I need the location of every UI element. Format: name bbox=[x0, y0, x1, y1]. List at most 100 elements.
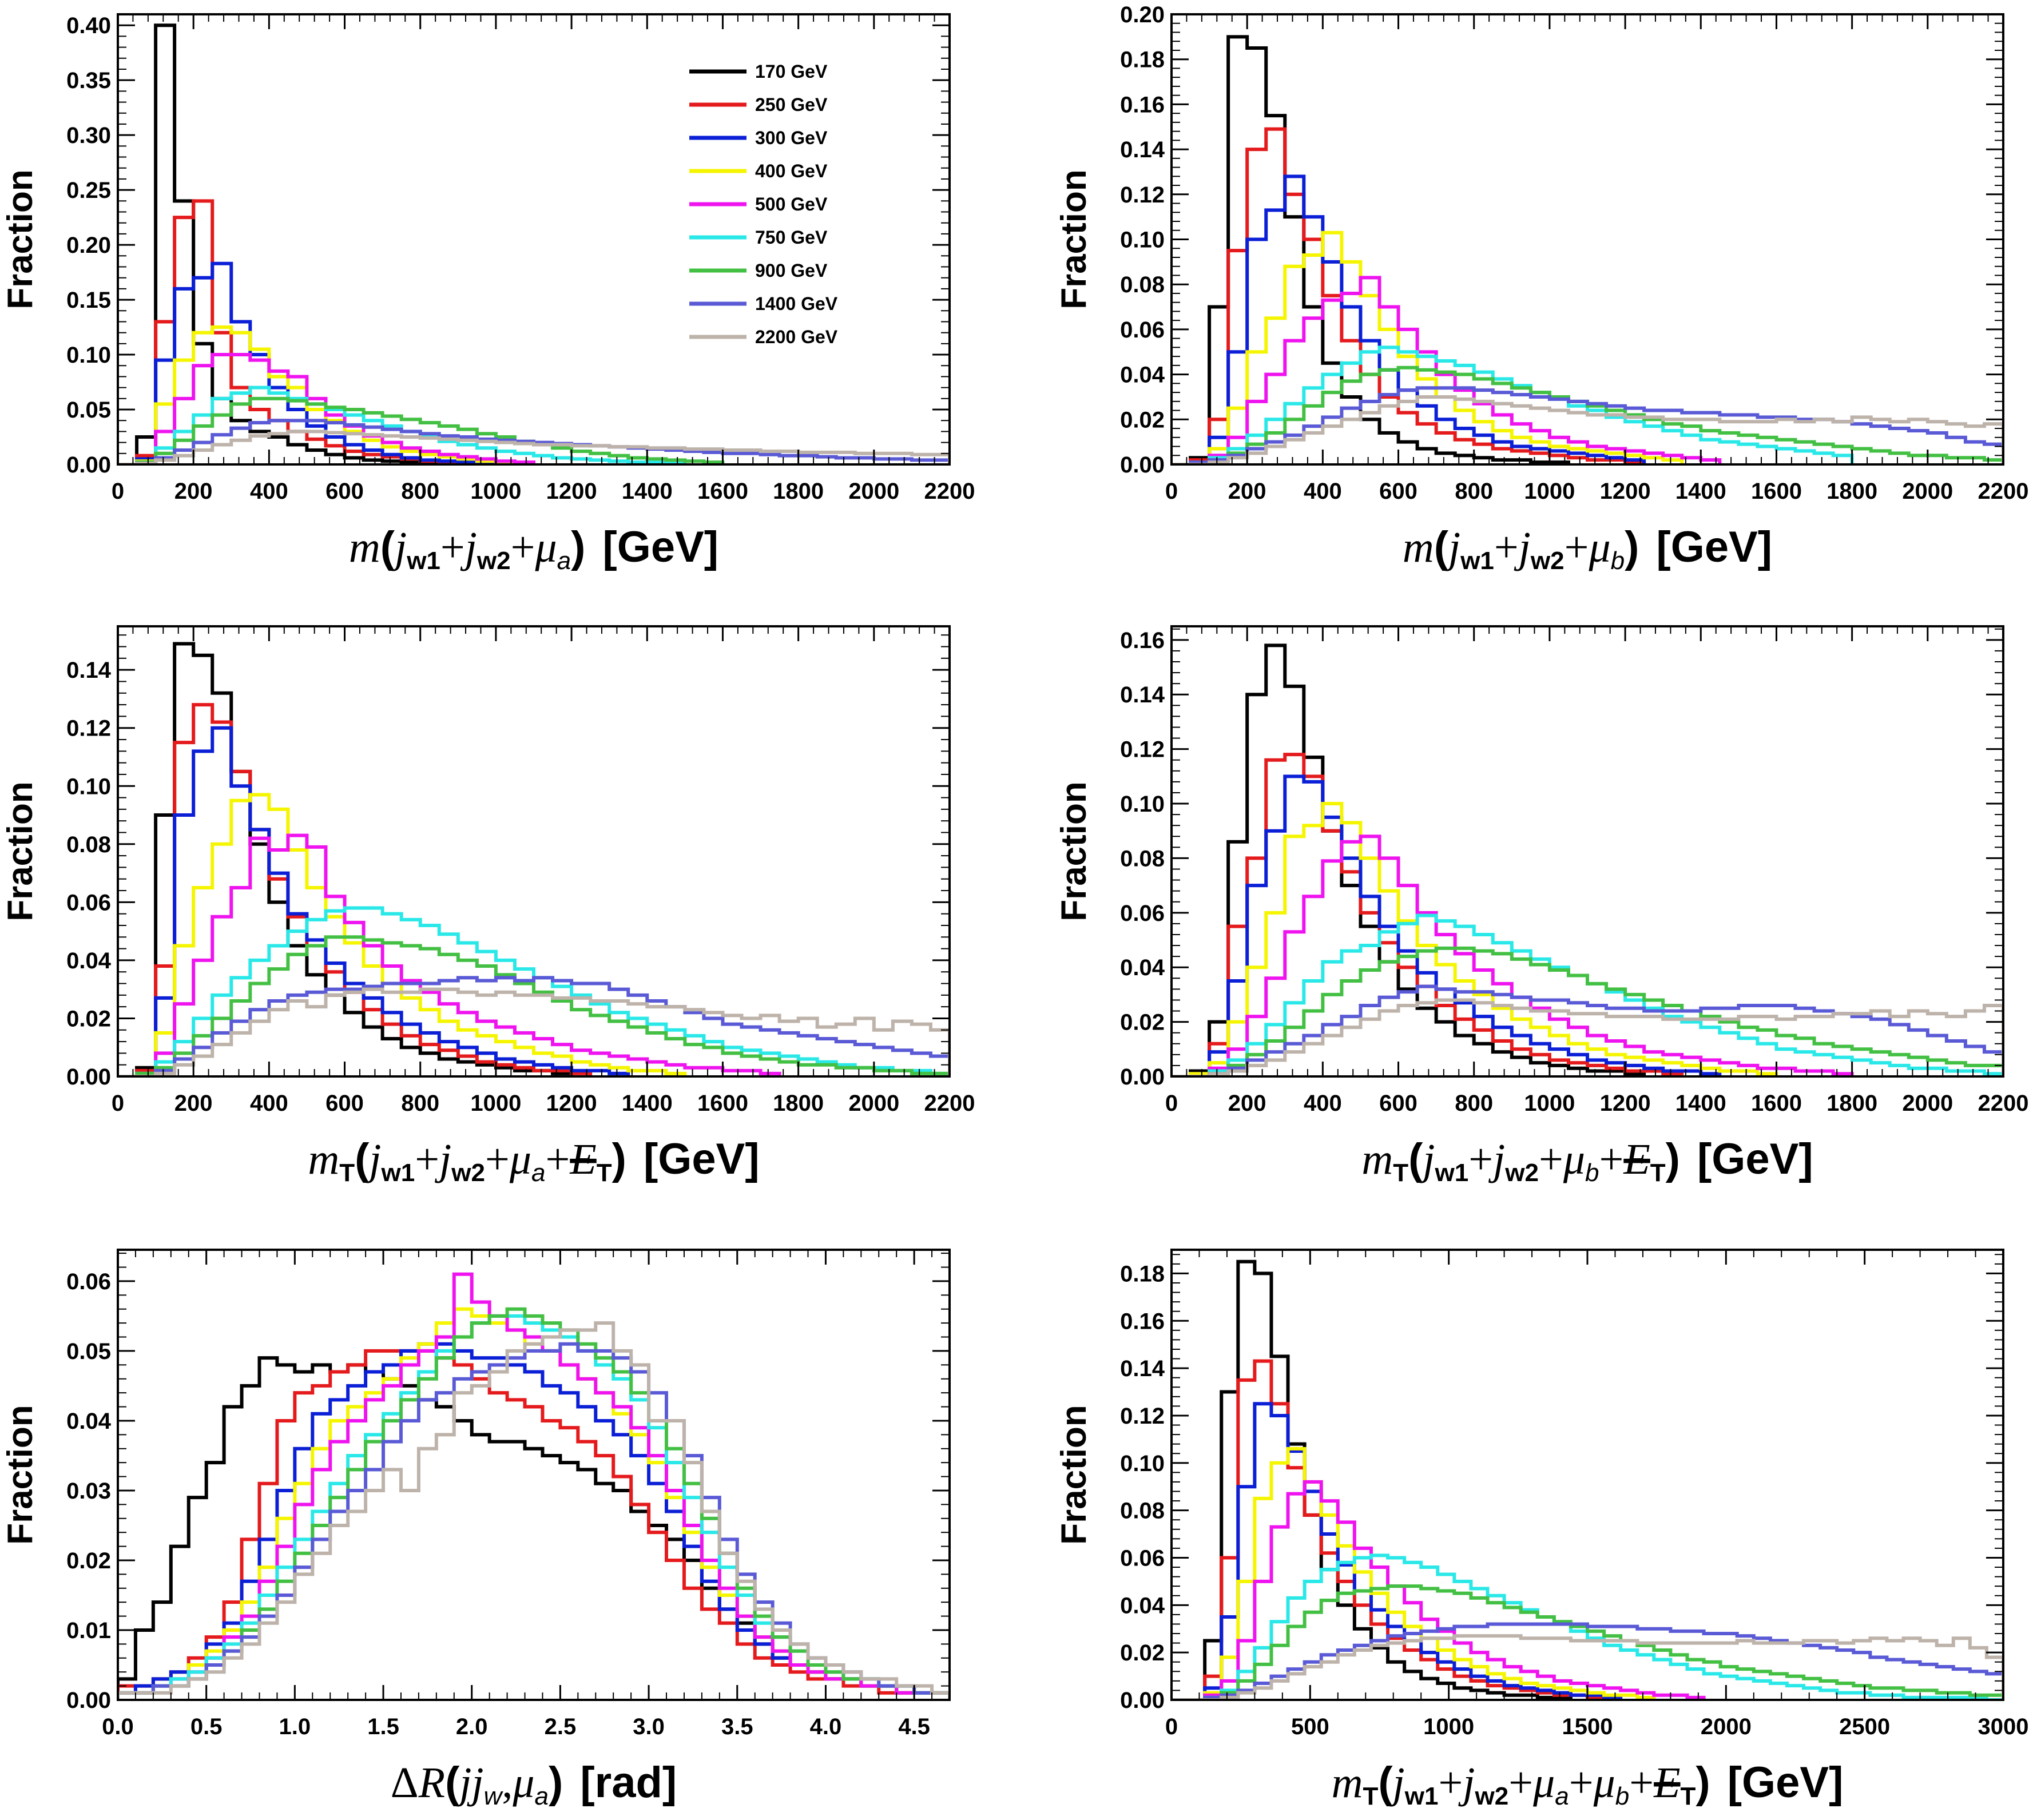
y-tick-label: 0.00 bbox=[66, 452, 111, 478]
x-tick-label: 1400 bbox=[1675, 479, 1726, 504]
y-tick-label: 0.02 bbox=[1120, 407, 1165, 432]
y-tick-label: 0.08 bbox=[1120, 272, 1165, 297]
series-400-gev bbox=[1172, 802, 1778, 1076]
x-tick-label: 0 bbox=[112, 479, 124, 504]
series-1400-gev bbox=[118, 419, 950, 464]
x-tick-label: 1.0 bbox=[279, 1714, 311, 1739]
series-group bbox=[1172, 35, 2003, 464]
plot-frame bbox=[1170, 13, 2004, 466]
y-axis-label: Fraction bbox=[1, 781, 40, 921]
x-tick-label: 600 bbox=[1379, 479, 1417, 504]
series-400-gev bbox=[1172, 1447, 1656, 1700]
y-tick-label: 0.00 bbox=[66, 1064, 111, 1090]
x-tick-label: 1800 bbox=[773, 1091, 824, 1116]
series-250-gev bbox=[1172, 127, 1646, 464]
series-900-gev bbox=[1172, 946, 2003, 1076]
y-tick-label: 0.00 bbox=[1120, 1688, 1165, 1713]
series-300-gev bbox=[118, 726, 630, 1076]
x-tick-label: 1500 bbox=[1562, 1714, 1613, 1739]
series-2200-gev bbox=[1172, 1634, 2003, 1700]
series-300-gev bbox=[1172, 774, 1722, 1076]
x-axis-label: mT(jw1+jw2+μa+ET) [GeV] bbox=[308, 1135, 759, 1187]
x-tick-label: 4.0 bbox=[810, 1714, 842, 1739]
x-tick-label: 2000 bbox=[848, 1091, 899, 1116]
x-tick-label: 2000 bbox=[1701, 1714, 1752, 1739]
y-tick-label: 0.10 bbox=[66, 774, 111, 799]
y-tick-label: 0.18 bbox=[1120, 47, 1165, 73]
plot-frame bbox=[117, 1249, 951, 1701]
x-axis-label: mT(jw1+jw2+μb+ET) [GeV] bbox=[1361, 1135, 1813, 1187]
x-tick-label: 2.0 bbox=[456, 1714, 488, 1739]
y-tick-label: 0.04 bbox=[1120, 1593, 1165, 1618]
x-tick-label: 1200 bbox=[546, 1091, 597, 1116]
x-tick-label: 1000 bbox=[470, 479, 521, 504]
series-900-gev bbox=[118, 935, 950, 1076]
y-tick-label: 0.06 bbox=[66, 890, 111, 915]
y-tick-label: 0.16 bbox=[1120, 628, 1165, 653]
x-tick-label: 1000 bbox=[470, 1091, 521, 1116]
y-tick-label: 0.03 bbox=[66, 1479, 111, 1504]
series-300-gev bbox=[1172, 174, 1646, 464]
y-tick-label: 0.04 bbox=[1120, 955, 1165, 980]
x-tick-label: 600 bbox=[325, 479, 364, 504]
y-tick-label: 0.04 bbox=[66, 948, 112, 973]
x-tick-label: 1600 bbox=[1751, 1091, 1802, 1116]
y-tick-label: 0.16 bbox=[1120, 92, 1165, 117]
x-tick-label: 1400 bbox=[1675, 1091, 1726, 1116]
y-tick-label: 0.04 bbox=[1120, 363, 1165, 388]
series-2200-gev bbox=[118, 987, 950, 1076]
plot-frame bbox=[117, 13, 951, 466]
legend-label: 1400 GeV bbox=[755, 293, 838, 314]
x-tick-label: 0.5 bbox=[190, 1714, 223, 1739]
y-tick-label: 0.14 bbox=[1120, 682, 1165, 708]
x-tick-label: 0 bbox=[1165, 1091, 1178, 1116]
series-750-gev bbox=[118, 906, 950, 1076]
series-900-gev bbox=[118, 396, 725, 464]
y-tick-label: 0.25 bbox=[66, 178, 111, 203]
series-2200-gev bbox=[118, 1321, 950, 1700]
y-axis-label: Fraction bbox=[1054, 1405, 1094, 1545]
y-tick-label: 0.10 bbox=[1120, 228, 1165, 253]
y-tick-label: 0.12 bbox=[1120, 1404, 1165, 1429]
y-tick-label: 0.10 bbox=[1120, 1451, 1165, 1476]
legend-label: 170 GeV bbox=[755, 61, 828, 82]
series-170-gev bbox=[1172, 643, 1646, 1076]
y-tick-label: 0.14 bbox=[66, 658, 112, 683]
series-1400-gev bbox=[1172, 386, 2003, 464]
x-tick-label: 1800 bbox=[773, 479, 824, 504]
x-tick-label: 800 bbox=[1455, 479, 1493, 504]
legend-label: 2200 GeV bbox=[755, 327, 838, 347]
x-tick-label: 200 bbox=[174, 1091, 213, 1116]
y-tick-label: 0.10 bbox=[1120, 792, 1165, 817]
x-tick-label: 1.5 bbox=[367, 1714, 399, 1739]
x-tick-label: 4.5 bbox=[898, 1714, 930, 1739]
legend-label: 750 GeV bbox=[755, 227, 828, 248]
y-axis-label: Fraction bbox=[1054, 781, 1094, 921]
series-170-gev bbox=[1172, 1259, 1573, 1700]
x-axis-label: m(jw1+jw2+μb) [GeV] bbox=[1403, 523, 1772, 575]
x-tick-label: 800 bbox=[401, 1091, 439, 1116]
x-tick-label: 2200 bbox=[924, 1091, 975, 1116]
y-tick-label: 0.18 bbox=[1120, 1261, 1165, 1286]
x-tick-label: 1000 bbox=[1524, 479, 1575, 504]
series-500-gev bbox=[118, 353, 535, 464]
x-tick-label: 1600 bbox=[697, 1091, 748, 1116]
y-tick-label: 0.00 bbox=[1120, 452, 1165, 478]
y-tick-label: 0.06 bbox=[1120, 901, 1165, 926]
series-400-gev bbox=[1172, 231, 1684, 464]
x-tick-label: 3000 bbox=[1978, 1714, 2029, 1739]
plot-frame bbox=[117, 625, 951, 1078]
x-tick-label: 3.5 bbox=[721, 1714, 753, 1739]
x-tick-label: 600 bbox=[325, 1091, 364, 1116]
y-tick-label: 0.20 bbox=[1120, 2, 1165, 27]
series-250-gev bbox=[118, 703, 593, 1076]
series-250-gev bbox=[118, 1349, 950, 1700]
x-tick-label: 2200 bbox=[924, 479, 975, 504]
y-tick-label: 0.12 bbox=[66, 716, 111, 741]
x-tick-label: 400 bbox=[1304, 479, 1342, 504]
x-tick-label: 1000 bbox=[1423, 1714, 1474, 1739]
legend-label: 500 GeV bbox=[755, 194, 828, 214]
x-tick-label: 800 bbox=[401, 479, 439, 504]
x-tick-label: 1400 bbox=[622, 479, 673, 504]
